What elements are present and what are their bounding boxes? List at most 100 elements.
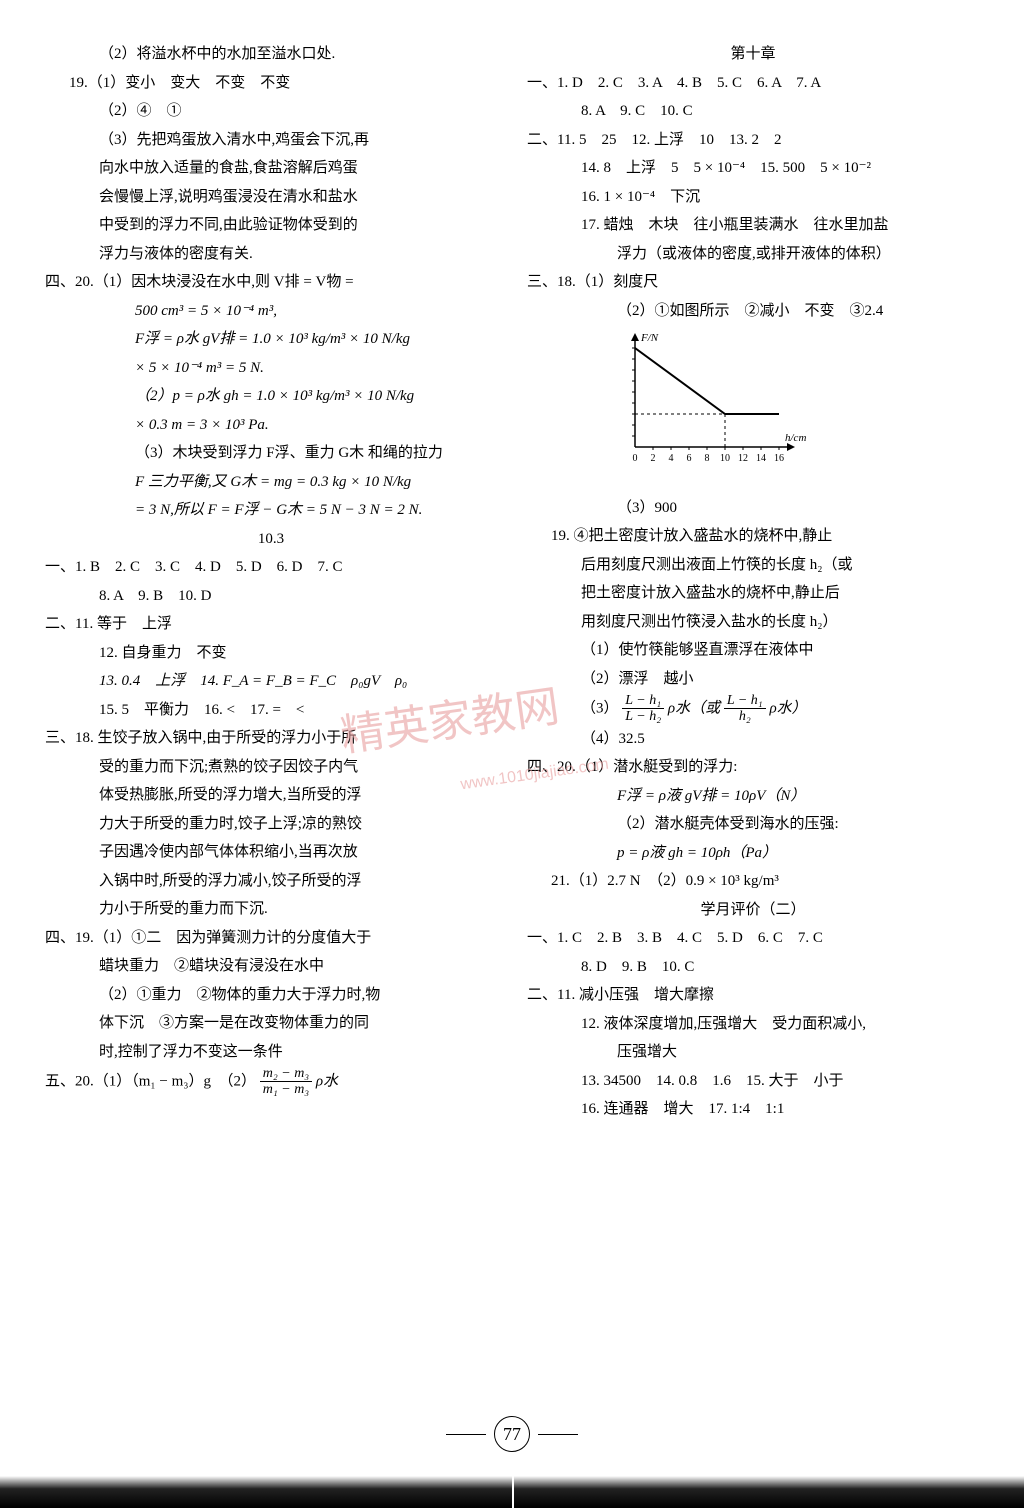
fraction-num: m₂ − m₃ <box>260 1066 312 1082</box>
text-line: 一、1. C 2. B 3. B 4. C 5. D 6. C 7. C <box>527 924 979 953</box>
scan-gutter <box>512 1472 514 1508</box>
text-span: （3） <box>581 700 619 716</box>
text-span: ρ水 <box>316 1073 338 1089</box>
text-line: 12. 液体深度增加,压强增大 受力面积减小, <box>581 1010 979 1039</box>
svg-text:2: 2 <box>651 453 656 464</box>
svg-text:4: 4 <box>669 453 674 464</box>
text-line: （3）先把鸡蛋放入清水中,鸡蛋会下沉,再 <box>99 126 497 155</box>
text-line: 蜡块重力 ②蜡块没有浸没在水中 <box>99 952 497 981</box>
text-line: 8. A 9. C 10. C <box>581 97 979 126</box>
text-line: × 0.3 m = 3 × 10³ Pa. <box>135 411 497 440</box>
text-line: 三、18.（1）刻度尺 <box>527 268 979 297</box>
text-line: 浮力（或液体的密度,或排开液体的体积） <box>617 240 979 269</box>
text-line: （2）①重力 ②物体的重力大于浮力时,物 <box>99 981 497 1010</box>
fraction-den: m₁ − m₃ <box>260 1082 312 1097</box>
text-line: （2）④ ① <box>99 97 497 126</box>
text-line: 一、1. D 2. C 3. A 4. B 5. C 6. A 7. A <box>527 69 979 98</box>
svg-text:8: 8 <box>705 453 710 464</box>
text-line: 二、11. 5 25 12. 上浮 10 13. 2 2 <box>527 126 979 155</box>
text-line: 21.（1）2.7 N （2）0.9 × 10³ kg/m³ <box>551 867 979 896</box>
text-line: 受的重力而下沉;煮熟的饺子因饺子内气 <box>99 753 497 782</box>
text-line: （2）潜水艇壳体受到海水的压强: <box>617 810 979 839</box>
section-title: 10.3 <box>45 525 497 554</box>
text-line: 15. 5 平衡力 16. < 17. = < <box>99 696 497 725</box>
text-line: 16. 连通器 增大 17. 1:4 1:1 <box>581 1095 979 1124</box>
page-body: （2）将溢水杯中的水加至溢水口处. 19.（1）变小 变大 不变 不变 （2）④… <box>45 40 979 1410</box>
text-line: 四、20.（1）潜水艇受到的浮力: <box>527 753 979 782</box>
text-line: 13. 0.4 上浮 14. F_A = F_B = F_C ρ₀gV ρ₀ <box>99 667 497 696</box>
text-line: （2）漂浮 越小 <box>581 665 979 694</box>
text-line: 力小于所受的重力而下沉. <box>99 895 497 924</box>
text-line: 500 cm³ = 5 × 10⁻⁴ m³, <box>135 297 497 326</box>
text-line: F浮 = ρ液 gV排 = 10ρV（N） <box>617 782 979 811</box>
text-line: （3）木块受到浮力 F浮、重力 G木 和绳的拉力 <box>135 439 497 468</box>
svg-text:12: 12 <box>738 453 748 464</box>
text-line: F 三力平衡,又 G木 = mg = 0.3 kg × 10 N/kg <box>135 468 497 497</box>
text-line: 14. 8 上浮 5 5 × 10⁻⁴ 15. 500 5 × 10⁻² <box>581 154 979 183</box>
text-line: p = ρ液 gh = 10ρh（Pa） <box>617 839 979 868</box>
text-line: （2）将溢水杯中的水加至溢水口处. <box>99 40 497 69</box>
fraction-num: L − h₁ <box>622 693 664 709</box>
text-line: 8. A 9. B 10. D <box>99 582 497 611</box>
svg-text:6: 6 <box>687 453 692 464</box>
text-line: 入锅中时,所受的浮力减小,饺子所受的浮 <box>99 867 497 896</box>
text-line: 压强增大 <box>617 1038 979 1067</box>
svg-text:16: 16 <box>774 453 784 464</box>
text-line: 时,控制了浮力不变这一条件 <box>99 1038 497 1067</box>
text-line: 一、1. B 2. C 3. C 4. D 5. D 6. D 7. C <box>45 553 497 582</box>
text-line: 19. ④把土密度计放入盛盐水的烧杯中,静止 <box>551 522 979 551</box>
fraction: L − h₁ L − h₂ <box>622 693 664 725</box>
text-line: 四、20.（1）因木块浸没在水中,则 V排 = V物 = <box>45 268 497 297</box>
page-number-value: 77 <box>494 1416 530 1452</box>
text-line: 子因遇冷使内部气体体积缩小,当再次放 <box>99 838 497 867</box>
section-title: 学月评价（二） <box>527 896 979 925</box>
text-line: 会慢慢上浮,说明鸡蛋浸没在清水和盐水 <box>99 183 497 212</box>
text-line: F浮 = ρ水 gV排 = 1.0 × 10³ kg/m³ × 10 N/kg <box>135 325 497 354</box>
text-span: 五、20.（1）（m₁ − m₃）g （2） <box>45 1073 256 1089</box>
text-line: 16. 1 × 10⁻⁴ 下沉 <box>581 183 979 212</box>
dash-icon <box>446 1434 486 1435</box>
svg-text:F/N: F/N <box>640 332 659 344</box>
text-line: 13. 34500 14. 0.8 1.6 15. 大于 小于 <box>581 1067 979 1096</box>
text-line: （3） L − h₁ L − h₂ ρ水（或 L − h₁ h₂ ρ水） <box>581 693 979 725</box>
dash-icon <box>538 1434 578 1435</box>
svg-text:10: 10 <box>720 453 730 464</box>
text-line: 体受热膨胀,所受的浮力增大,当所受的浮 <box>99 781 497 810</box>
svg-text:h/cm: h/cm <box>785 432 806 444</box>
chart-figure: 0 2 4 6 8 10 12 14 16 F/N h/cm <box>607 329 979 490</box>
fraction: m₂ − m₃ m₁ − m₃ <box>260 1066 312 1098</box>
text-line: 二、11. 等于 上浮 <box>45 610 497 639</box>
svg-text:14: 14 <box>756 453 766 464</box>
text-line: = 3 N,所以 F = F浮 − G木 = 5 N − 3 N = 2 N. <box>135 496 497 525</box>
text-line: 二、11. 减小压强 增大摩擦 <box>527 981 979 1010</box>
text-line: （1）使竹筷能够竖直漂浮在液体中 <box>581 636 979 665</box>
text-line: 浮力与液体的密度有关. <box>99 240 497 269</box>
text-line: 后用刻度尺测出液面上竹筷的长度 h₂（或 <box>581 551 979 580</box>
text-line: 把土密度计放入盛盐水的烧杯中,静止后 <box>581 579 979 608</box>
text-line: 四、19.（1）①二 因为弹簧测力计的分度值大于 <box>45 924 497 953</box>
text-line: 向水中放入适量的食盐,食盐溶解后鸡蛋 <box>99 154 497 183</box>
text-line: 体下沉 ③方案一是在改变物体重力的同 <box>99 1009 497 1038</box>
fraction-num: L − h₁ <box>724 693 766 709</box>
text-line: 8. D 9. B 10. C <box>581 953 979 982</box>
text-line: 用刻度尺测出竹筷浸入盐水的长度 h₂） <box>581 608 979 637</box>
text-line: 五、20.（1）（m₁ − m₃）g （2） m₂ − m₃ m₁ − m₃ ρ… <box>45 1066 497 1098</box>
text-line: （4）32.5 <box>581 725 979 754</box>
svg-text:0: 0 <box>633 453 638 464</box>
fraction: L − h₁ h₂ <box>724 693 766 725</box>
text-span: ρ水（或 <box>668 700 720 716</box>
text-span: ρ水） <box>769 700 806 716</box>
text-line: 19.（1）变小 变大 不变 不变 <box>69 69 497 98</box>
fraction-den: h₂ <box>724 709 766 724</box>
chart-svg: 0 2 4 6 8 10 12 14 16 F/N h/cm <box>607 329 827 479</box>
text-line: （2）①如图所示 ②减小 不变 ③2.4 <box>617 297 979 326</box>
page-number: 77 <box>446 1416 578 1452</box>
left-column: （2）将溢水杯中的水加至溢水口处. 19.（1）变小 变大 不变 不变 （2）④… <box>45 40 497 1410</box>
text-line: 17. 蜡烛 木块 往小瓶里装满水 往水里加盐 <box>581 211 979 240</box>
text-line: 三、18. 生饺子放入锅中,由于所受的浮力小于所 <box>45 724 497 753</box>
text-line: × 5 × 10⁻⁴ m³ = 5 N. <box>135 354 497 383</box>
text-line: 力大于所受的重力时,饺子上浮;凉的熟饺 <box>99 810 497 839</box>
text-line: （3）900 <box>617 494 979 523</box>
fraction-den: L − h₂ <box>622 709 664 724</box>
section-title: 第十章 <box>527 40 979 69</box>
